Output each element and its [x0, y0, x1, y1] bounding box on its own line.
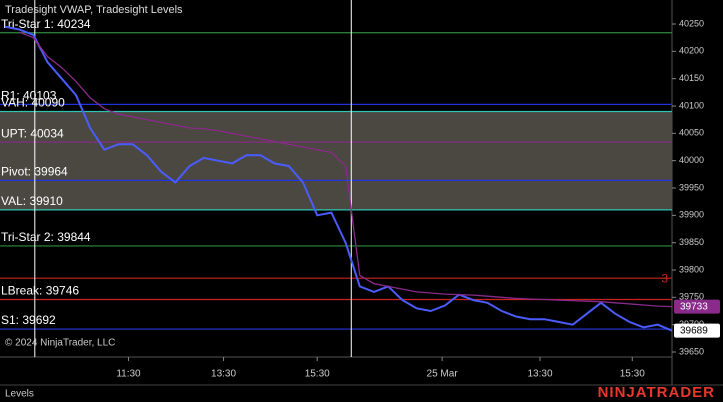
vwap-line	[18, 31, 673, 308]
header: Tradesight VWAP, Tradesight Levels	[5, 4, 183, 16]
level-label: S1: 39692	[1, 313, 56, 327]
copyright: © 2024 NinjaTrader, LLC	[5, 338, 115, 349]
brand: NINJATRADER	[598, 384, 715, 401]
level-label: VAL: 39910	[1, 194, 63, 208]
level-label: Tri-Star 2: 39844	[1, 230, 91, 244]
y-tick-label: 39750	[679, 292, 704, 302]
level-label: R1: 40103	[1, 89, 57, 103]
y-tick-label: 40200	[679, 46, 704, 56]
level-label: Tri-Star 1: 40234	[1, 17, 91, 31]
last-value-label: 39689	[680, 325, 708, 336]
tab[interactable]: Levels	[5, 389, 34, 400]
last-value-label: 39733	[680, 301, 708, 312]
x-tick-label: 13:30	[211, 369, 236, 380]
y-tick-label: 39950	[679, 182, 704, 192]
y-tick-label: 39650	[679, 346, 704, 356]
y-tick-label: 40000	[679, 155, 704, 165]
y-tick-label: 40150	[679, 73, 704, 83]
y-tick-label: 40250	[679, 18, 704, 28]
x-tick-label: 13:30	[528, 369, 553, 380]
level-label: UPT: 40034	[1, 126, 64, 140]
x-tick-label: 11:30	[116, 369, 141, 380]
y-tick-label: 39850	[679, 237, 704, 247]
y-tick-label: 40050	[679, 128, 704, 138]
value-area	[0, 111, 672, 210]
last-value-box	[674, 299, 720, 314]
y-tick-label: 39900	[679, 210, 704, 220]
level-label: LBreak: 39746	[1, 284, 79, 298]
x-tick-label: 15:30	[620, 369, 645, 380]
last-value-box	[674, 323, 720, 338]
y-tick-label: 39800	[679, 264, 704, 274]
price-line	[4, 25, 673, 332]
level-label: 3	[661, 271, 668, 285]
y-tick-label: 40100	[679, 100, 704, 110]
x-tick-label: 25 Mar	[427, 369, 459, 380]
level-label: VAH: 40090	[1, 96, 65, 110]
x-tick-label: 15:30	[305, 369, 330, 380]
